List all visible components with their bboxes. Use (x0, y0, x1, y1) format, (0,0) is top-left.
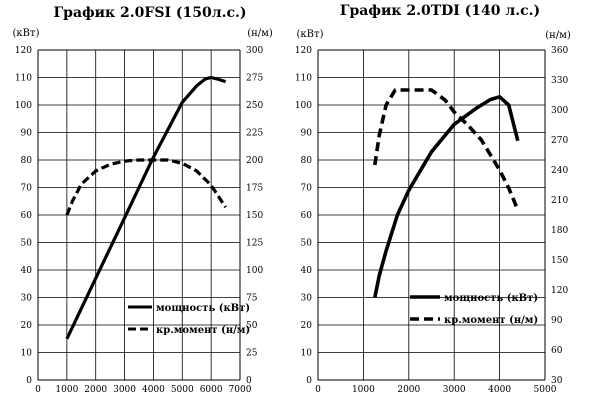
left-tick-label: 80 (21, 156, 33, 166)
x-tick-label: 4000 (142, 385, 165, 395)
right-tick-label: 120 (551, 286, 568, 296)
chart-marks: 0 10 20 30 40 50 60 70 80 90 100 110 120 30 60 90 120 150… (295, 46, 569, 395)
right-tick-label: 150 (246, 211, 263, 221)
power-curve (373, 95, 520, 298)
x-tick-label: 5000 (534, 385, 557, 395)
x-tick-label: 0 (35, 385, 41, 395)
x-tick-label: 2000 (84, 385, 107, 395)
left-tick-label: 70 (21, 184, 33, 194)
left-tick-label: 0 (26, 376, 32, 386)
left-tick-label: 20 (21, 321, 33, 331)
chart-2-0-tdi: График 2.0TDI (140 л.с.) (кВт) (н/м) 0 10… (295, 3, 571, 395)
right-tick-label: 275 (246, 74, 263, 84)
left-tick-label: 40 (21, 266, 33, 276)
left-tick-label: 50 (301, 239, 313, 249)
chart-title: График 2.0TDI (140 л.с.) (340, 3, 540, 19)
right-tick-label: 75 (246, 294, 258, 304)
right-tick-label: 60 (551, 346, 563, 356)
left-tick-label: 90 (301, 129, 313, 139)
x-tick-label: 6000 (200, 385, 223, 395)
left-tick-label: 60 (301, 211, 313, 221)
chart-2-0-fsi: График 2.0FSI (150л.с.) (кВт) (н/м) 0 10 2… (13, 5, 273, 395)
left-axis-unit: (кВт) (297, 29, 324, 40)
legend-torque-label: кр.момент (н/м) (444, 315, 538, 326)
left-tick-label: 70 (301, 184, 313, 194)
right-tick-label: 270 (551, 136, 568, 146)
right-tick-label: 0 (246, 376, 252, 386)
chart-marks: 0 10 20 30 40 50 60 70 80 90 100 110 120 0 25 50 75 100 12… (15, 46, 264, 395)
right-tick-label: 250 (246, 101, 263, 111)
x-tick-label: 3000 (113, 385, 136, 395)
right-axis-unit: (н/м) (545, 30, 571, 41)
right-tick-label: 330 (551, 76, 568, 86)
left-tick-label: 10 (301, 349, 313, 359)
left-tick-label: 120 (15, 46, 32, 56)
left-tick-label: 20 (301, 321, 313, 331)
left-tick-label: 110 (15, 74, 32, 84)
left-tick-label: 100 (15, 101, 32, 111)
right-tick-label: 30 (551, 376, 563, 386)
x-tick-label: 2000 (397, 385, 420, 395)
legend-power-label: мощность (кВт) (156, 303, 250, 314)
right-tick-label: 90 (551, 316, 563, 326)
left-tick-label: 10 (21, 349, 33, 359)
left-tick-label: 80 (301, 156, 313, 166)
right-tick-label: 225 (246, 129, 263, 139)
x-tick-label: 7000 (229, 385, 252, 395)
right-tick-label: 150 (551, 256, 568, 266)
torque-curve (65, 158, 227, 216)
left-tick-label: 110 (295, 74, 312, 84)
right-tick-label: 300 (246, 46, 263, 56)
x-tick-label: 5000 (171, 385, 194, 395)
right-tick-label: 210 (551, 196, 568, 206)
left-tick-label: 30 (21, 294, 33, 304)
right-tick-label: 125 (246, 239, 263, 249)
x-tick-label: 4000 (488, 385, 511, 395)
legend-power-label: мощность (кВт) (444, 293, 538, 304)
right-tick-label: 50 (246, 321, 258, 331)
x-tick-label: 0 (315, 385, 321, 395)
legend: мощность (кВт) кр.момент (н/м) (410, 293, 538, 326)
left-axis-unit: (кВт) (13, 28, 40, 39)
x-tick-label: 1000 (55, 385, 78, 395)
legend: мощность (кВт) кр.момент (н/м) (128, 303, 250, 336)
right-axis-unit: (н/м) (247, 28, 273, 39)
right-tick-label: 300 (551, 106, 568, 116)
x-tick-label: 3000 (443, 385, 466, 395)
left-tick-label: 60 (21, 211, 33, 221)
right-tick-label: 360 (551, 46, 568, 56)
right-tick-label: 180 (551, 226, 568, 236)
left-tick-label: 100 (295, 101, 312, 111)
chart-title: График 2.0FSI (150л.с.) (54, 5, 247, 21)
right-tick-label: 175 (246, 184, 263, 194)
right-tick-label: 200 (246, 156, 263, 166)
left-tick-label: 30 (301, 294, 313, 304)
power-curve (65, 75, 227, 340)
right-tick-label: 100 (246, 266, 263, 276)
x-tick-label: 1000 (352, 385, 375, 395)
legend-torque-label: кр.момент (н/м) (156, 325, 250, 336)
left-tick-label: 90 (21, 129, 33, 139)
left-tick-label: 0 (306, 376, 312, 386)
right-tick-label: 25 (246, 349, 258, 359)
left-tick-label: 120 (295, 46, 312, 56)
torque-curve (373, 88, 520, 211)
left-tick-label: 50 (21, 239, 33, 249)
right-tick-label: 240 (551, 166, 568, 176)
left-tick-label: 40 (301, 266, 313, 276)
